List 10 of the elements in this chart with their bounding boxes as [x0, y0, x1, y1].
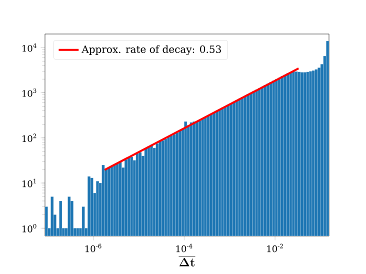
x-tick-label: 10$^{-2}$	[267, 244, 283, 252]
y-tick-label: 10$^{3}$	[22, 88, 36, 97]
y-tick-label: 10$^{4}$	[22, 43, 36, 52]
x-tick-label: 10$^{-4}$	[176, 244, 192, 252]
y-tick-label: 10$^{0}$	[22, 224, 36, 232]
x-axis-title: $\overline{\mathbf{\Delta t}}$	[178, 256, 196, 266]
x-tick-label: 10$^{-6}$	[85, 244, 102, 252]
y-tick-label: 10$^{1}$	[22, 178, 36, 188]
y-tick-label: 10$^{2}$	[22, 134, 36, 142]
legend-label: Approx. rate of decay: 0.53	[82, 45, 221, 56]
